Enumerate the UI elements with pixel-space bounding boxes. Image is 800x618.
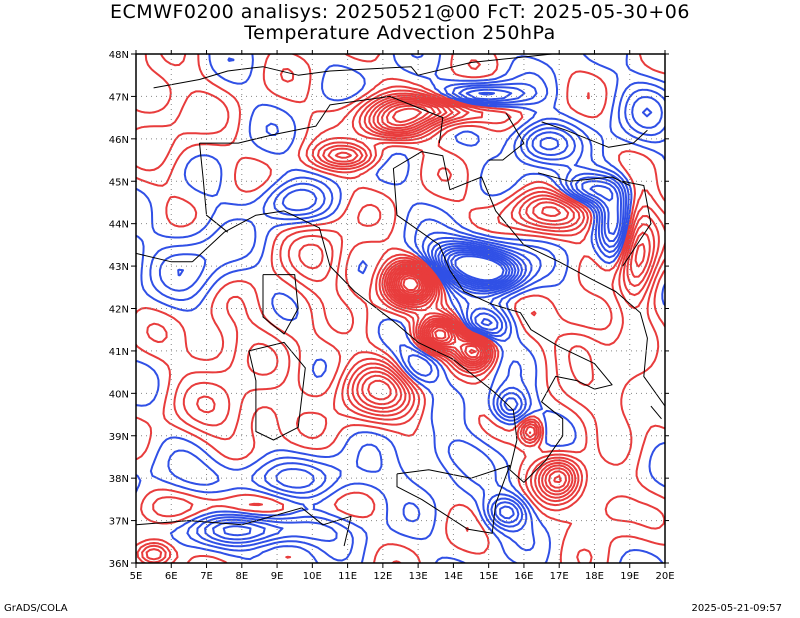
cold-advection-contour [440,247,517,289]
lat-tick-label: 41N [109,347,129,358]
lon-tick-label: 5E [130,571,143,582]
coastline-segment [192,151,665,483]
lat-tick-label: 43N [109,262,129,273]
coastline-segment [199,143,229,233]
warm-advection-contour [136,54,665,563]
lat-tick-label: 44N [109,220,129,231]
lon-tick-label: 20E [655,571,674,582]
coastline-segment [541,121,648,148]
coastline-segment [136,507,302,526]
lat-tick-label: 47N [109,92,129,103]
warm-advection-contour [381,102,562,484]
lat-tick-label: 42N [109,305,129,316]
lat-tick-label: 39N [109,432,129,443]
cold-advection-contour [443,249,514,287]
software-credit: GrADS/COLA [4,603,68,614]
lat-tick-label: 40N [109,389,129,400]
lat-tick-label: 48N [109,50,129,61]
lat-lon-grid [136,54,665,563]
lon-tick-label: 19E [620,571,639,582]
cold-advection-contour [212,88,653,541]
cold-advection-contour [446,251,511,285]
generation-timestamp: 2025-05-21-09:57 [691,603,782,614]
coastline-segment [622,180,652,267]
cold-advection-contour [437,184,614,290]
warm-advection-contour [327,96,651,496]
warm-advection-contour [392,107,477,355]
lat-tick-label: 36N [109,559,129,570]
lon-tick-label: 15E [479,571,498,582]
lon-tick-label: 6E [165,571,178,582]
lat-tick-label: 38N [109,474,129,485]
cold-advection-contour [222,91,619,537]
cold-advection-contour [136,54,665,563]
coastline-segment [153,54,553,89]
coastline-segment [488,113,525,161]
coastline-segment [262,274,299,335]
warm-advection-contour [385,104,480,359]
cold-advection-contour [158,82,665,548]
lon-tick-label: 17E [550,571,569,582]
lon-tick-label: 14E [444,571,463,582]
chart-title: ECMWF0200 analisys: 20250521@00 FcT: 202… [110,1,690,23]
axis-ticks: 5E 6E 7E 8E 9E 10E 11E 12E 13E 14E 15E 16E 17E 18E 19E… [109,50,675,582]
lon-tick-label: 12E [373,571,392,582]
coastlines [136,54,665,547]
chart-subtitle: Temperature Advection 250hPa [244,22,556,44]
coastline-segment [537,172,630,186]
cold-advection-contour [450,253,508,283]
cold-advection-contour [177,86,663,544]
coastline-segment [248,341,306,441]
contour-field [136,54,665,563]
lon-tick-label: 18E [585,571,604,582]
lat-tick-label: 45N [109,177,129,188]
coastline-segment [650,405,662,420]
lon-tick-label: 8E [235,571,248,582]
lon-tick-label: 13E [409,571,428,582]
coastline-segment [136,252,193,263]
lon-tick-label: 10E [303,571,322,582]
coastline-segment [199,95,444,144]
warm-advection-contour [397,272,447,340]
lon-tick-label: 7E [200,571,213,582]
warm-advection-contour [141,89,665,563]
coastline-segment [396,464,511,534]
lat-tick-label: 37N [109,517,129,528]
warm-advection-contour [136,54,665,563]
warm-advection-contour [367,100,567,489]
warm-advection-contour [322,94,656,499]
cold-advection-contour [454,255,505,282]
warm-advection-contour [402,277,419,291]
warm-advection-contour [334,98,646,493]
lon-tick-label: 11E [338,571,357,582]
lon-tick-label: 9E [271,571,284,582]
lon-tick-label: 16E [514,571,533,582]
lat-tick-label: 46N [109,135,129,146]
